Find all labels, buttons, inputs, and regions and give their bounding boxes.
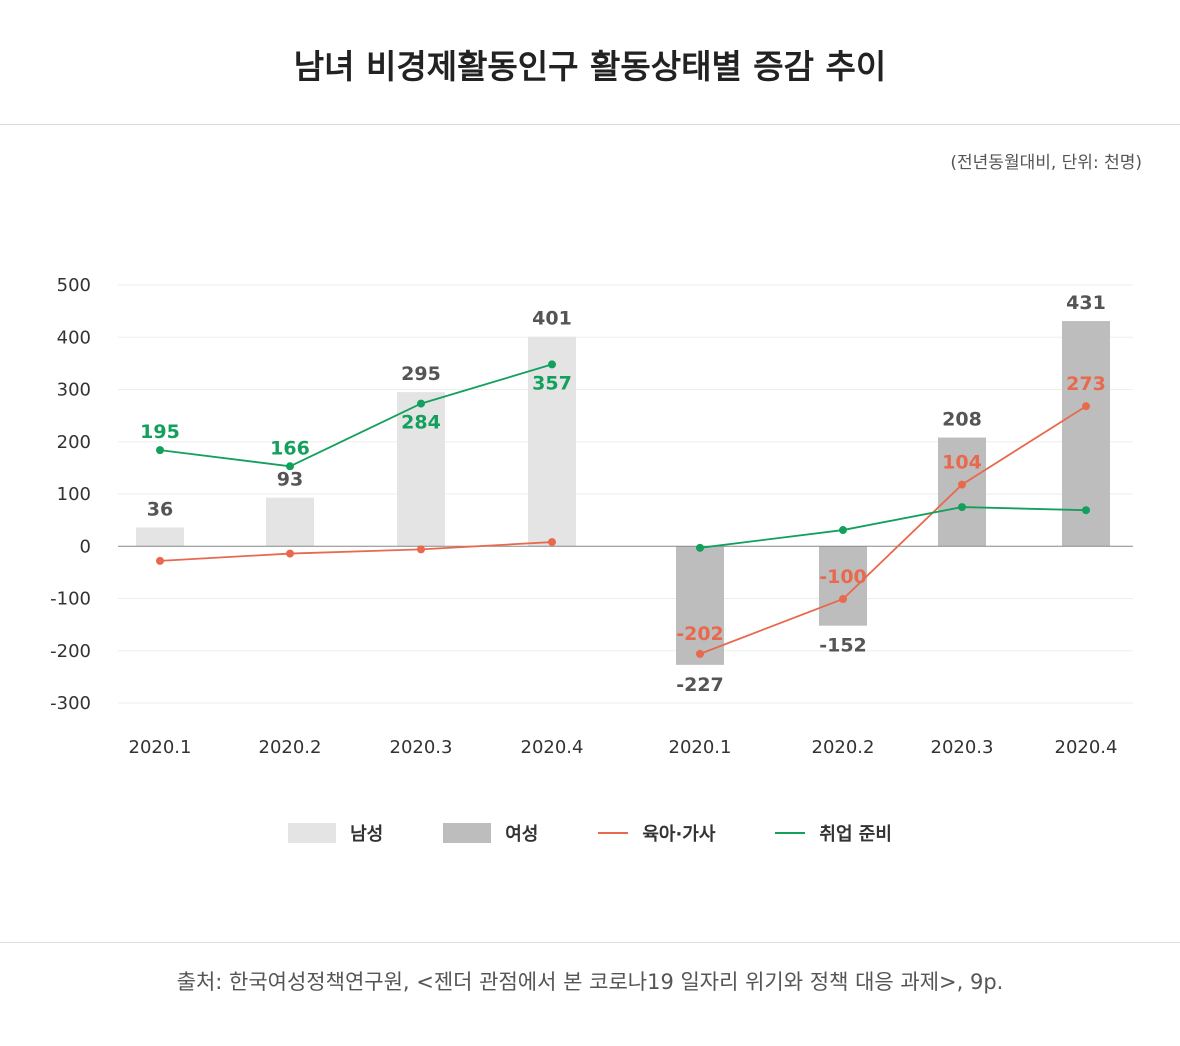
legend-item-female: 여성: [443, 820, 538, 846]
job_prep-point: [286, 462, 294, 471]
childcare-point: [548, 538, 556, 547]
childcare-value-label: -100: [819, 566, 867, 588]
y-tick-label: 100: [57, 484, 91, 505]
legend-item-job-prep: 취업 준비: [775, 820, 892, 846]
legend-item-male: 남성: [288, 820, 383, 846]
bar-value-label: -152: [819, 635, 867, 657]
legend-swatch-job-prep: [775, 832, 806, 834]
chart-title: 남녀 비경제활동인구 활동상태별 증감 추이: [293, 47, 887, 86]
childcare-point: [696, 649, 704, 658]
childcare-value-label: 104: [942, 452, 982, 474]
y-tick-label: 500: [57, 275, 91, 296]
bar: [266, 497, 314, 547]
top-divider: [0, 124, 1180, 125]
x-tick-label: 2020.4: [1055, 737, 1118, 758]
childcare-value-label: 273: [1066, 373, 1106, 395]
x-tick-label: 2020.1: [129, 737, 192, 758]
job_prep-point: [548, 360, 556, 369]
bar: [528, 336, 576, 547]
legend-label-childcare: 육아·가사: [642, 824, 716, 845]
unit-note: (전년동월대비, 단위: 천명): [950, 153, 1142, 173]
x-tick-label: 2020.1: [669, 737, 732, 758]
childcare-point: [156, 556, 164, 565]
bar-value-label: 208: [942, 409, 982, 431]
y-tick-label: 300: [57, 380, 91, 401]
y-tick-label: -300: [50, 693, 91, 714]
bar: [676, 546, 724, 665]
childcare-point: [958, 480, 966, 489]
y-tick-label: 400: [57, 327, 91, 348]
x-tick-label: 2020.2: [259, 737, 322, 758]
childcare-point: [1082, 402, 1090, 411]
x-tick-label: 2020.2: [812, 737, 875, 758]
job_prep-point: [958, 503, 966, 512]
y-tick-label: -200: [50, 641, 91, 662]
bar-value-label: 431: [1066, 292, 1106, 314]
legend-swatch-male: [288, 823, 337, 843]
bar-value-label: 295: [401, 363, 441, 385]
bar-value-label: -227: [676, 674, 724, 696]
y-tick-label: -100: [50, 589, 91, 610]
childcare-point: [417, 545, 425, 554]
source-note: 출처: 한국여성정책연구원, <젠더 관점에서 본 코로나19 일자리 위기와 …: [176, 970, 1004, 994]
childcare-line: [159, 541, 553, 562]
job_prep-point: [156, 446, 164, 455]
chart-area: 500 400 300 200 100 0 -100 -200 -300 36 93 295 401 -2…: [50, 275, 1133, 758]
bar: [819, 546, 867, 626]
childcare-value-label: -202: [676, 623, 724, 645]
x-tick-label: 2020.3: [390, 737, 453, 758]
bar: [397, 392, 445, 547]
legend-swatch-childcare: [598, 832, 629, 834]
legend-swatch-female: [443, 823, 492, 843]
job_prep-point: [839, 526, 847, 535]
job_prep-value-label: 166: [270, 437, 310, 459]
job_prep-point: [696, 543, 704, 552]
childcare-line: [699, 405, 1087, 655]
y-tick-label: 0: [80, 536, 91, 557]
job_prep-point: [417, 399, 425, 408]
bar: [938, 437, 986, 547]
legend-label-male: 남성: [350, 824, 384, 845]
x-tick-label: 2020.4: [521, 737, 584, 758]
job_prep-value-label: 284: [401, 412, 441, 434]
childcare-point: [286, 549, 294, 558]
bar: [136, 527, 184, 547]
job_prep-line: [159, 363, 553, 468]
bottom-divider: [0, 942, 1180, 943]
y-tick-label: 200: [57, 432, 91, 453]
x-tick-label: 2020.3: [931, 737, 994, 758]
bar-value-label: 93: [277, 469, 303, 491]
bar-value-label: 36: [147, 498, 173, 520]
childcare-point: [839, 595, 847, 604]
job_prep-line: [699, 506, 1087, 549]
legend-label-job-prep: 취업 준비: [819, 824, 892, 845]
job_prep-point: [1082, 506, 1090, 515]
job_prep-value-label: 357: [532, 372, 572, 394]
legend-item-childcare: 육아·가사: [598, 820, 715, 846]
legend-label-female: 여성: [505, 824, 539, 845]
job_prep-value-label: 195: [140, 421, 180, 443]
legend: 남성 여성 육아·가사 취업 준비: [0, 820, 1180, 846]
bar-value-label: 401: [532, 308, 572, 330]
